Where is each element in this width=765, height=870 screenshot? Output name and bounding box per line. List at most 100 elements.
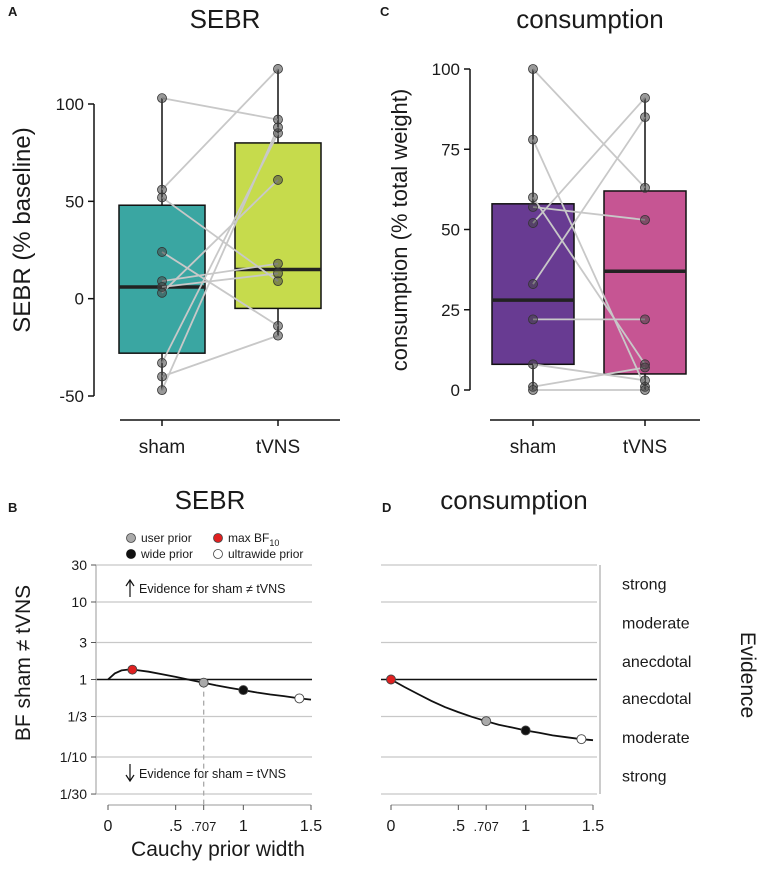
x-tick-label-tvns: tVNS (623, 437, 667, 458)
panel-b-bf-curve (107, 668, 312, 701)
panel-b-label: B (8, 500, 17, 515)
data-point-sham (528, 314, 538, 325)
y-tick-label: 100 (432, 60, 460, 79)
y-tick-label: 25 (441, 301, 460, 320)
data-point-sham (528, 218, 538, 228)
panel-c-y-axis: 0 25 50 75 100 (432, 60, 471, 400)
y-tick-label: 0 (75, 290, 84, 309)
paired-line (161, 126, 279, 391)
paired-line (161, 272, 279, 288)
panel-c: C consumption consumption (% total weigh… (380, 4, 700, 458)
point-max-bf10 (386, 674, 396, 685)
data-point-tvns (273, 258, 283, 269)
data-point-tvns (273, 122, 283, 133)
x-tick-label-sham: sham (139, 437, 185, 458)
y-tick-label: 10 (71, 594, 87, 610)
panel-d-gridlines (381, 564, 597, 795)
data-point-sham (528, 202, 538, 212)
panel-a-y-axis: -50 0 50 100 (56, 95, 95, 406)
data-point-tvns (640, 362, 650, 373)
legend-user-prior-marker (126, 533, 136, 543)
data-point-tvns (273, 330, 283, 341)
panel-b-points (127, 664, 305, 704)
paired-line (161, 97, 279, 121)
paired-line (161, 334, 279, 378)
y-tick-label: 30 (71, 557, 87, 573)
y-tick-label: 1/30 (60, 786, 87, 802)
legend-max-bf-prefix: max BF (228, 531, 269, 545)
x-tick-label-tvns: tVNS (256, 437, 300, 458)
evidence-for-equal-text: Evidence for sham = tVNS (139, 767, 286, 781)
x-tick-label: .5 (169, 818, 182, 835)
legend: user prior max BF10 wide prior ultrawide… (126, 531, 303, 561)
x-tick-label: 1.5 (300, 818, 322, 835)
data-point-sham (157, 247, 167, 257)
data-point-tvns (273, 64, 283, 74)
data-point-tvns (640, 112, 650, 123)
x-tick-label: 0 (387, 818, 396, 835)
panel-b-x-axis: 0 .5 .707 1 1.5 (104, 804, 322, 835)
paired-line (161, 68, 279, 191)
data-point-tvns (640, 375, 650, 386)
panel-d-bf-curve (390, 678, 594, 742)
data-point-sham (528, 385, 538, 395)
evidence-label: moderate (622, 730, 690, 747)
data-point-tvns (273, 268, 283, 279)
panel-d-title: consumption (440, 485, 587, 515)
paired-line (532, 196, 646, 365)
point-max-bf10 (127, 664, 138, 675)
panel-b-title: SEBR (175, 485, 246, 515)
paired-line (532, 206, 646, 221)
x-tick-label: 0 (104, 818, 113, 835)
panel-d-x-axis: 0 .5 .707 1 1.5 (387, 804, 604, 835)
x-tick-label: .707 (191, 819, 216, 834)
evidence-label: strong (622, 576, 666, 593)
legend-wide-prior-marker (126, 549, 136, 559)
y-tick-label: 50 (441, 221, 460, 240)
paired-line (532, 363, 646, 382)
panel-d: D consumption Evidence 0 .5 .707 1 1.5 stron… (381, 485, 759, 835)
y-tick-label: 0 (451, 381, 460, 400)
paired-line (161, 262, 279, 283)
evidence-label: anecdotal (622, 691, 691, 708)
y-tick-label: 1/3 (68, 708, 88, 724)
data-point-tvns (273, 321, 283, 331)
panel-b-y-axis: 30 10 3 1 1/3 1/10 1/30 (60, 557, 97, 802)
evidence-label: strong (622, 769, 666, 786)
panel-d-label: D (382, 500, 391, 515)
data-point-sham (157, 358, 167, 368)
point-wide-prior (520, 725, 531, 736)
data-point-sham (528, 279, 538, 289)
panel-a-x-axis: sham tVNS (120, 419, 340, 458)
legend-max-bf-subscript: 10 (269, 538, 279, 548)
panel-c-title: consumption (516, 4, 663, 34)
point-ultrawide-prior (294, 693, 305, 704)
panel-c-points (528, 64, 650, 395)
panel-c-label: C (380, 4, 390, 19)
point-wide-prior (238, 685, 249, 696)
data-point-sham (528, 64, 538, 74)
point-ultrawide-prior (576, 734, 587, 745)
panel-c-paired-lines (532, 68, 646, 391)
panel-a: A SEBR SEBR (% baseline) -50 0 50 100 sham t… (8, 4, 340, 458)
y-tick-label: 100 (56, 95, 84, 114)
data-point-tvns (273, 175, 283, 185)
paired-line (532, 116, 646, 285)
x-tick-label: 1 (521, 818, 530, 835)
evidence-label: moderate (622, 615, 690, 632)
legend-wide-prior-label: wide prior (140, 547, 193, 561)
paired-line (161, 179, 279, 294)
data-point-sham (157, 371, 167, 382)
data-point-sham (528, 134, 538, 145)
y-tick-label: 3 (79, 635, 87, 651)
evidence-for-difference-text: Evidence for sham ≠ tVNS (139, 582, 286, 596)
x-tick-label-sham: sham (510, 437, 556, 458)
y-tick-label: 1 (79, 672, 87, 688)
data-point-sham (157, 287, 167, 298)
evidence-annotation-up: Evidence for sham ≠ tVNS (125, 578, 286, 597)
y-tick-label: 1/10 (60, 749, 87, 765)
panel-c-x-axis: sham tVNS (490, 419, 700, 458)
paired-line (532, 139, 646, 388)
panel-a-ylabel: SEBR (% baseline) (9, 127, 36, 332)
panel-d-right-title: Evidence (736, 632, 759, 718)
